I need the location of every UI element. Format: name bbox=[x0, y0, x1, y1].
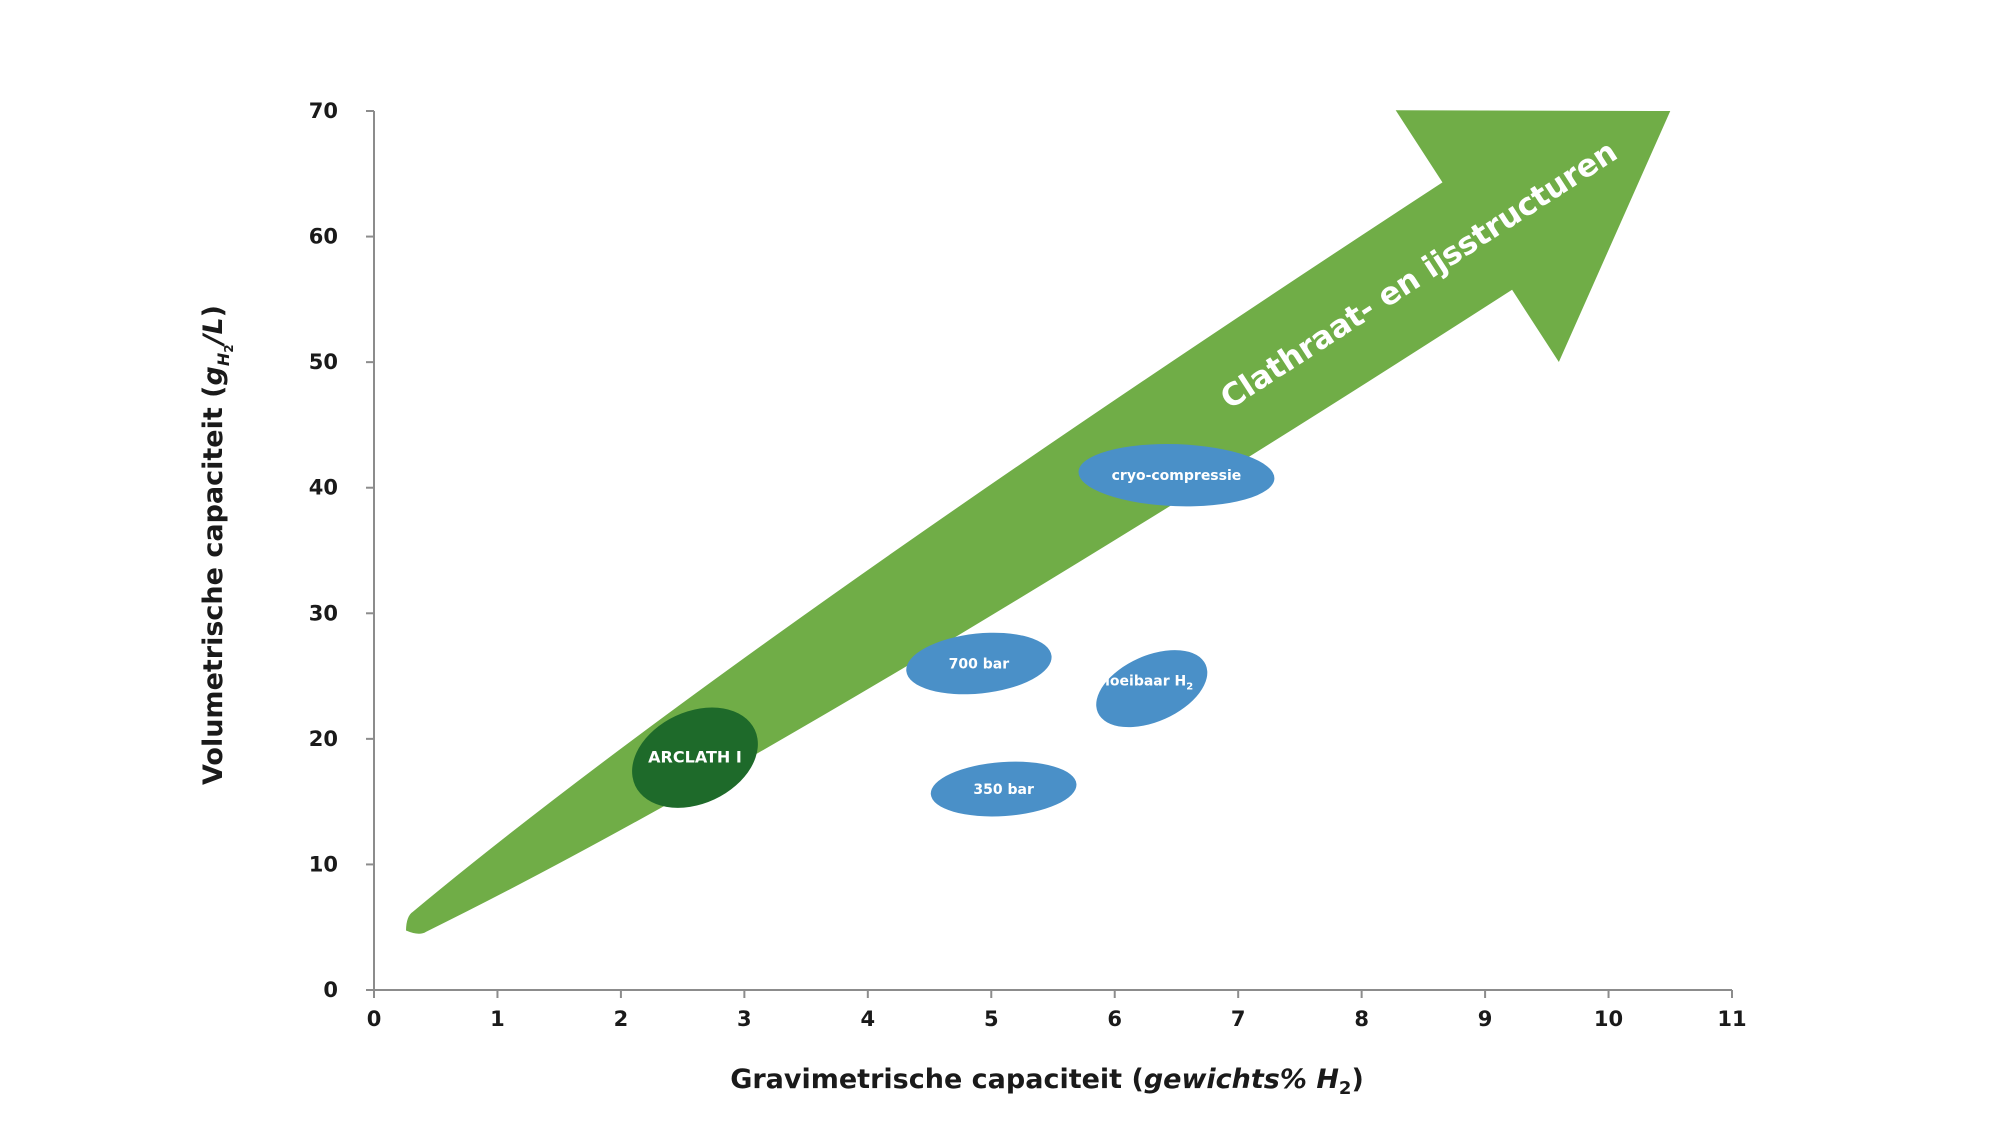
x-tick-label-3: 3 bbox=[737, 1007, 752, 1031]
y-tick-label-60: 60 bbox=[309, 225, 338, 249]
x-axis-title: Gravimetrische capaciteit (gewichts% H2) bbox=[730, 1064, 1364, 1099]
region-350-bar: 350 bar bbox=[930, 761, 1077, 817]
y-axis-title: Volumetrische capaciteit (gH2/L) bbox=[198, 305, 236, 785]
x-tick-label-0: 0 bbox=[367, 1007, 382, 1031]
x-tick-label-1: 1 bbox=[490, 1007, 505, 1031]
region-label-arclath-i: ARCLATH I bbox=[648, 748, 742, 767]
region-arclath-i: ARCLATH I bbox=[632, 707, 758, 808]
region-shape-700-bar bbox=[906, 632, 1052, 695]
y-tick-labels: 0 10 20 30 40 50 60 70 bbox=[309, 99, 338, 1002]
region-vloeibaar-h: Vloeibaar H2 bbox=[1094, 650, 1208, 728]
region-700-bar: 700 bar bbox=[906, 632, 1052, 695]
x-tick-labels: 0 1 2 3 4 5 6 7 8 9 10 11 bbox=[367, 1007, 1747, 1031]
x-tick-label-6: 6 bbox=[1107, 1007, 1122, 1031]
region-shape-350-bar bbox=[930, 761, 1077, 817]
y-tick-label-20: 20 bbox=[309, 727, 338, 751]
y-tick-label-50: 50 bbox=[309, 350, 338, 374]
region-shape-vloeibaar-h bbox=[1096, 650, 1208, 728]
x-tick-label-5: 5 bbox=[984, 1007, 999, 1031]
region-cryo-compressie: cryo-compressie bbox=[1078, 443, 1275, 507]
y-tick-label-40: 40 bbox=[309, 476, 338, 500]
region-label-vloeibaar-h: Vloeibaar H2 bbox=[1094, 674, 1193, 693]
y-tick-label-0: 0 bbox=[323, 978, 338, 1002]
x-tick-label-8: 8 bbox=[1354, 1007, 1369, 1031]
x-tick-label-7: 7 bbox=[1231, 1007, 1246, 1031]
region-shape-arclath-i bbox=[632, 707, 758, 808]
axes bbox=[366, 110, 1733, 998]
x-tick-label-4: 4 bbox=[861, 1007, 876, 1031]
y-tick-label-70: 70 bbox=[309, 99, 338, 123]
x-tick-label-11: 11 bbox=[1717, 1007, 1746, 1031]
x-tick-label-9: 9 bbox=[1478, 1007, 1493, 1031]
y-tick-label-30: 30 bbox=[309, 601, 338, 625]
x-tick-label-2: 2 bbox=[614, 1007, 629, 1031]
region-label-cryo-compressie: cryo-compressie bbox=[1112, 468, 1242, 484]
region-shape-cryo-compressie bbox=[1078, 443, 1275, 507]
y-tick-label-10: 10 bbox=[309, 852, 338, 876]
region-label-700-bar: 700 bar bbox=[949, 657, 1010, 673]
region-label-350-bar: 350 bar bbox=[973, 782, 1034, 798]
regions: ARCLATH I cryo-compressie 700 bar Vloeibaar… bbox=[632, 443, 1275, 817]
x-tick-label-10: 10 bbox=[1594, 1007, 1623, 1031]
